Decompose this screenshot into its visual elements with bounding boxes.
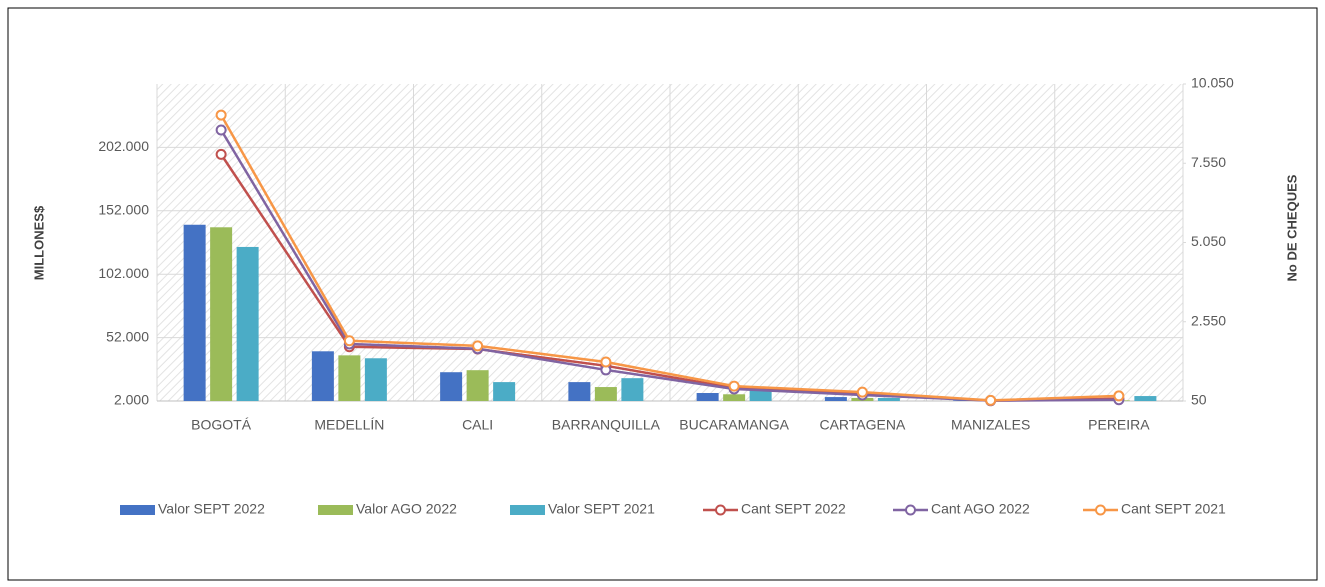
x-tick-label: BUCARAMANGA <box>679 417 789 433</box>
bar <box>621 378 644 401</box>
legend-label: Cant AGO 2022 <box>931 501 1030 517</box>
x-tick-label: CALI <box>462 417 493 433</box>
y2-tick-label: 5.050 <box>1191 233 1226 249</box>
x-tick-label: BOGOTÁ <box>191 417 252 433</box>
y-axis-title: MILLONES$ <box>31 205 46 280</box>
line-marker <box>600 356 612 368</box>
bar <box>338 355 361 401</box>
legend-label: Valor AGO 2022 <box>356 501 457 517</box>
x-tick-label: MEDELLÍN <box>314 417 384 433</box>
y-tick-label: 202.000 <box>98 138 149 154</box>
y2-tick-label: 7.550 <box>1191 154 1226 170</box>
bar <box>696 393 719 401</box>
line-marker <box>985 394 997 406</box>
x-tick-label: MANIZALES <box>951 417 1030 433</box>
y2-tick-label: 10.050 <box>1191 75 1234 91</box>
bar <box>311 351 334 401</box>
bar <box>1134 396 1157 401</box>
y2-axis-title: No DE CHEQUES <box>1284 174 1299 281</box>
bar <box>749 390 772 401</box>
y2-tick-label: 50 <box>1191 392 1207 408</box>
line-marker <box>728 380 740 392</box>
y2-tick-label: 2.550 <box>1191 312 1226 328</box>
bar <box>568 382 591 401</box>
legend-label: Cant SEPT 2022 <box>741 501 846 517</box>
x-tick-label: PEREIRA <box>1088 417 1150 433</box>
line-marker <box>215 109 227 121</box>
bar <box>440 372 463 401</box>
legend-swatch <box>318 505 353 515</box>
bar <box>723 394 746 401</box>
legend-swatch <box>510 505 545 515</box>
y-tick-label: 2.000 <box>114 392 149 408</box>
legend-label: Valor SEPT 2021 <box>548 501 655 517</box>
line-marker <box>343 335 355 347</box>
bar <box>236 246 259 401</box>
legend-label: Valor SEPT 2022 <box>158 501 265 517</box>
bar <box>364 358 387 401</box>
bar <box>183 224 206 401</box>
bar <box>594 387 617 401</box>
x-tick-label: BARRANQUILLA <box>552 417 661 433</box>
y-tick-label: 52.000 <box>106 328 149 344</box>
legend-swatch <box>1095 504 1106 516</box>
line-marker <box>856 386 868 398</box>
line-marker <box>1113 390 1125 402</box>
legend-label: Cant SEPT 2021 <box>1121 501 1226 517</box>
line-marker <box>215 124 227 136</box>
bar <box>210 227 233 401</box>
bar <box>824 397 847 401</box>
x-tick-label: CARTAGENA <box>819 417 905 433</box>
line-marker <box>215 148 227 160</box>
legend-swatch <box>715 504 726 516</box>
line-marker <box>472 340 484 352</box>
bar <box>466 370 489 401</box>
bar <box>877 397 900 401</box>
legend-swatch <box>905 504 916 516</box>
y-tick-label: 102.000 <box>98 265 149 281</box>
line <box>220 114 1119 402</box>
y-tick-label: 152.000 <box>98 202 149 218</box>
legend-swatch <box>120 505 155 515</box>
bar <box>493 382 516 401</box>
